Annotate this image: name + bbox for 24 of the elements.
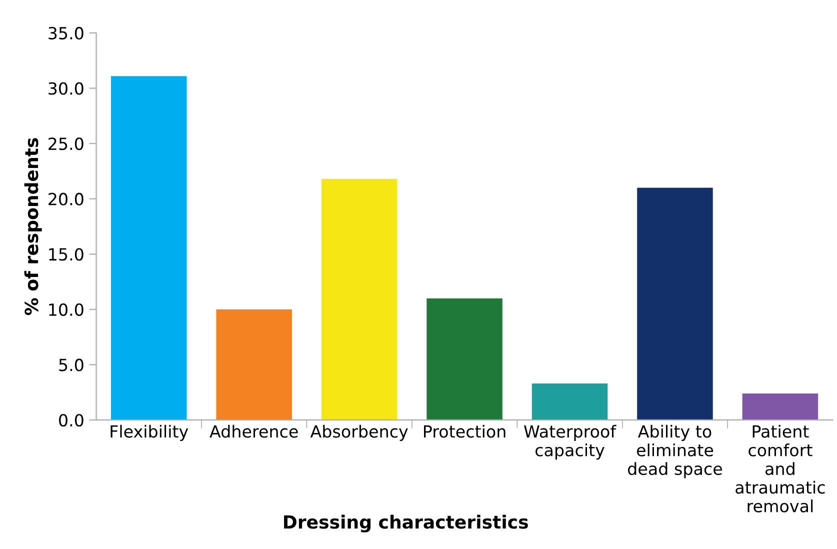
x-tick-label: Protection <box>424 424 506 438</box>
y-tick-label: 35.0 <box>48 26 84 40</box>
x-tick-label: Flexibility <box>110 424 188 441</box>
y-tick-label: 30.0 <box>48 82 84 95</box>
y-tick-label: 25.0 <box>48 137 84 150</box>
y-tick-label: 0.0 <box>59 414 84 427</box>
x-tick-label: Waterproof capacity <box>524 424 616 460</box>
bar <box>321 178 398 420</box>
x-tick-label: Adherence <box>210 424 298 438</box>
x-axis-title: Dressing characteristics <box>284 514 528 532</box>
bar <box>110 76 187 420</box>
y-axis-title: % of respondents <box>24 138 42 316</box>
bar <box>216 309 292 420</box>
bar <box>742 393 818 420</box>
x-tick-label: Absorbency <box>310 424 408 441</box>
bar <box>637 188 713 420</box>
x-tick-label: Ability to eliminate dead space <box>628 424 722 478</box>
bar <box>532 383 608 420</box>
y-tick-label: 20.0 <box>48 192 84 206</box>
y-tick-label: 15.0 <box>49 248 84 261</box>
y-tick-label: 5.0 <box>59 358 84 372</box>
x-tick-label: Patient comfort and atraumatic removal <box>736 424 825 512</box>
bar <box>426 298 502 420</box>
y-tick-label: 10.0 <box>49 303 84 316</box>
